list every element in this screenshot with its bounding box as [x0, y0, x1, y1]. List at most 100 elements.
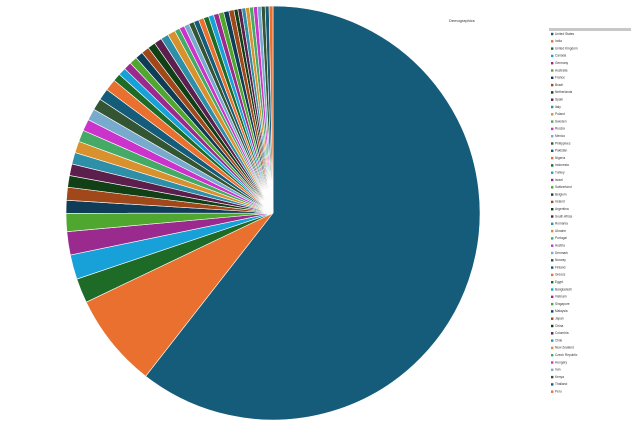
legend-swatch [551, 69, 554, 72]
legend-swatch [551, 368, 554, 371]
legend-label: Kenya [555, 375, 564, 379]
legend-swatch [551, 383, 554, 386]
legend-swatch [551, 164, 554, 167]
legend-swatch [551, 186, 554, 189]
legend-swatch [551, 375, 554, 379]
legend-label: Turkey [555, 171, 565, 175]
legend-swatch [551, 288, 554, 291]
legend-label: Colombia [555, 331, 569, 335]
legend-label: Philippines [555, 141, 571, 145]
legend-label: Bangladesh [555, 287, 572, 291]
legend-swatch [551, 237, 554, 240]
legend-swatch [551, 193, 554, 196]
legend-label: Nigeria [555, 156, 565, 160]
legend-label: Singapore [555, 302, 570, 306]
legend-label: Spain [555, 98, 563, 102]
legend-swatch [551, 91, 554, 94]
legend-swatch [551, 295, 554, 298]
chart-title: Demographics [449, 18, 475, 23]
pie-slice [145, 5, 481, 421]
legend-swatch [551, 156, 554, 160]
legend-label: Poland [555, 112, 565, 116]
legend-label: France [555, 76, 565, 80]
legend-swatch [551, 302, 554, 306]
legend-label: Russia [555, 127, 565, 131]
legend-label: Argentina [555, 207, 569, 211]
legend-header [549, 28, 631, 31]
legend-swatch [551, 127, 554, 131]
legend-label: Norway [555, 258, 566, 262]
legend-swatch [551, 273, 554, 277]
legend-label: Canada [555, 54, 566, 58]
legend-swatch [551, 200, 554, 204]
legend-label: Switzerland [555, 185, 572, 189]
legend-swatch [551, 266, 554, 269]
legend-swatch [551, 215, 554, 218]
legend-swatch [551, 105, 554, 109]
legend-label: Greece [555, 273, 566, 277]
legend-label: Pakistan [555, 149, 567, 153]
legend-swatch [551, 361, 554, 364]
legend-label: Austria [555, 244, 565, 248]
legend-label: Chile [555, 338, 562, 342]
legend-label: Iran [555, 368, 561, 372]
legend-label: Portugal [555, 236, 567, 240]
legend-swatch [551, 83, 554, 87]
legend-swatch [551, 178, 554, 182]
legend-swatch [551, 120, 554, 123]
legend-swatch [551, 229, 554, 233]
legend-label: Denmark [555, 251, 568, 255]
legend-swatch [551, 222, 554, 225]
legend-label: Ukraine [555, 229, 566, 233]
legend-label: South Africa [555, 214, 572, 218]
legend-label: Czech Republic [555, 353, 578, 357]
legend-label: Germany [555, 61, 569, 65]
legend-swatch [551, 259, 554, 262]
legend-label: India [555, 39, 562, 43]
legend-swatch [551, 76, 554, 79]
legend-swatch [551, 113, 554, 116]
legend-swatch [551, 244, 554, 247]
legend-swatch [551, 332, 554, 335]
legend-label: China [555, 324, 564, 328]
legend-swatch [551, 390, 554, 393]
legend-label: Brazil [555, 83, 563, 87]
legend-swatch [551, 32, 554, 36]
legend-swatch [551, 324, 554, 328]
legend-swatch [551, 354, 554, 357]
legend-swatch [551, 54, 554, 58]
legend-label: Australia [555, 68, 568, 72]
legend-label: Israel [555, 178, 563, 182]
legend-swatch [551, 317, 554, 320]
legend-label: United Kingdom [555, 46, 578, 50]
legend-swatch [551, 47, 554, 50]
legend-swatch [551, 98, 554, 101]
legend-swatch [551, 281, 554, 284]
legend-swatch [551, 62, 554, 65]
legend-label: Ireland [555, 200, 565, 204]
legend-swatch [551, 208, 554, 211]
legend-swatch [551, 171, 554, 174]
legend-label: Romania [555, 222, 568, 226]
legend-label: Malaysia [555, 309, 568, 313]
pie-slice [268, 5, 274, 214]
legend-label: New Zealand [555, 346, 574, 350]
legend-label: United States [555, 32, 575, 36]
legend-label: Indonesia [555, 163, 569, 167]
legend-label: Finland [555, 265, 566, 269]
legend-label: Netherlands [555, 90, 573, 94]
legend-label: Japan [555, 317, 564, 321]
legend-swatch [551, 346, 554, 350]
legend-swatch [551, 310, 554, 313]
legend-swatch [551, 149, 554, 152]
legend-label: Hungary [555, 360, 567, 364]
legend-swatch [551, 339, 554, 342]
legend-label: Egypt [555, 280, 563, 284]
legend-label: Sweden [555, 119, 567, 123]
legend-swatch [551, 40, 554, 43]
legend-label: Italy [555, 105, 561, 109]
legend-label: Peru [555, 390, 562, 394]
legend-swatch [551, 142, 554, 145]
